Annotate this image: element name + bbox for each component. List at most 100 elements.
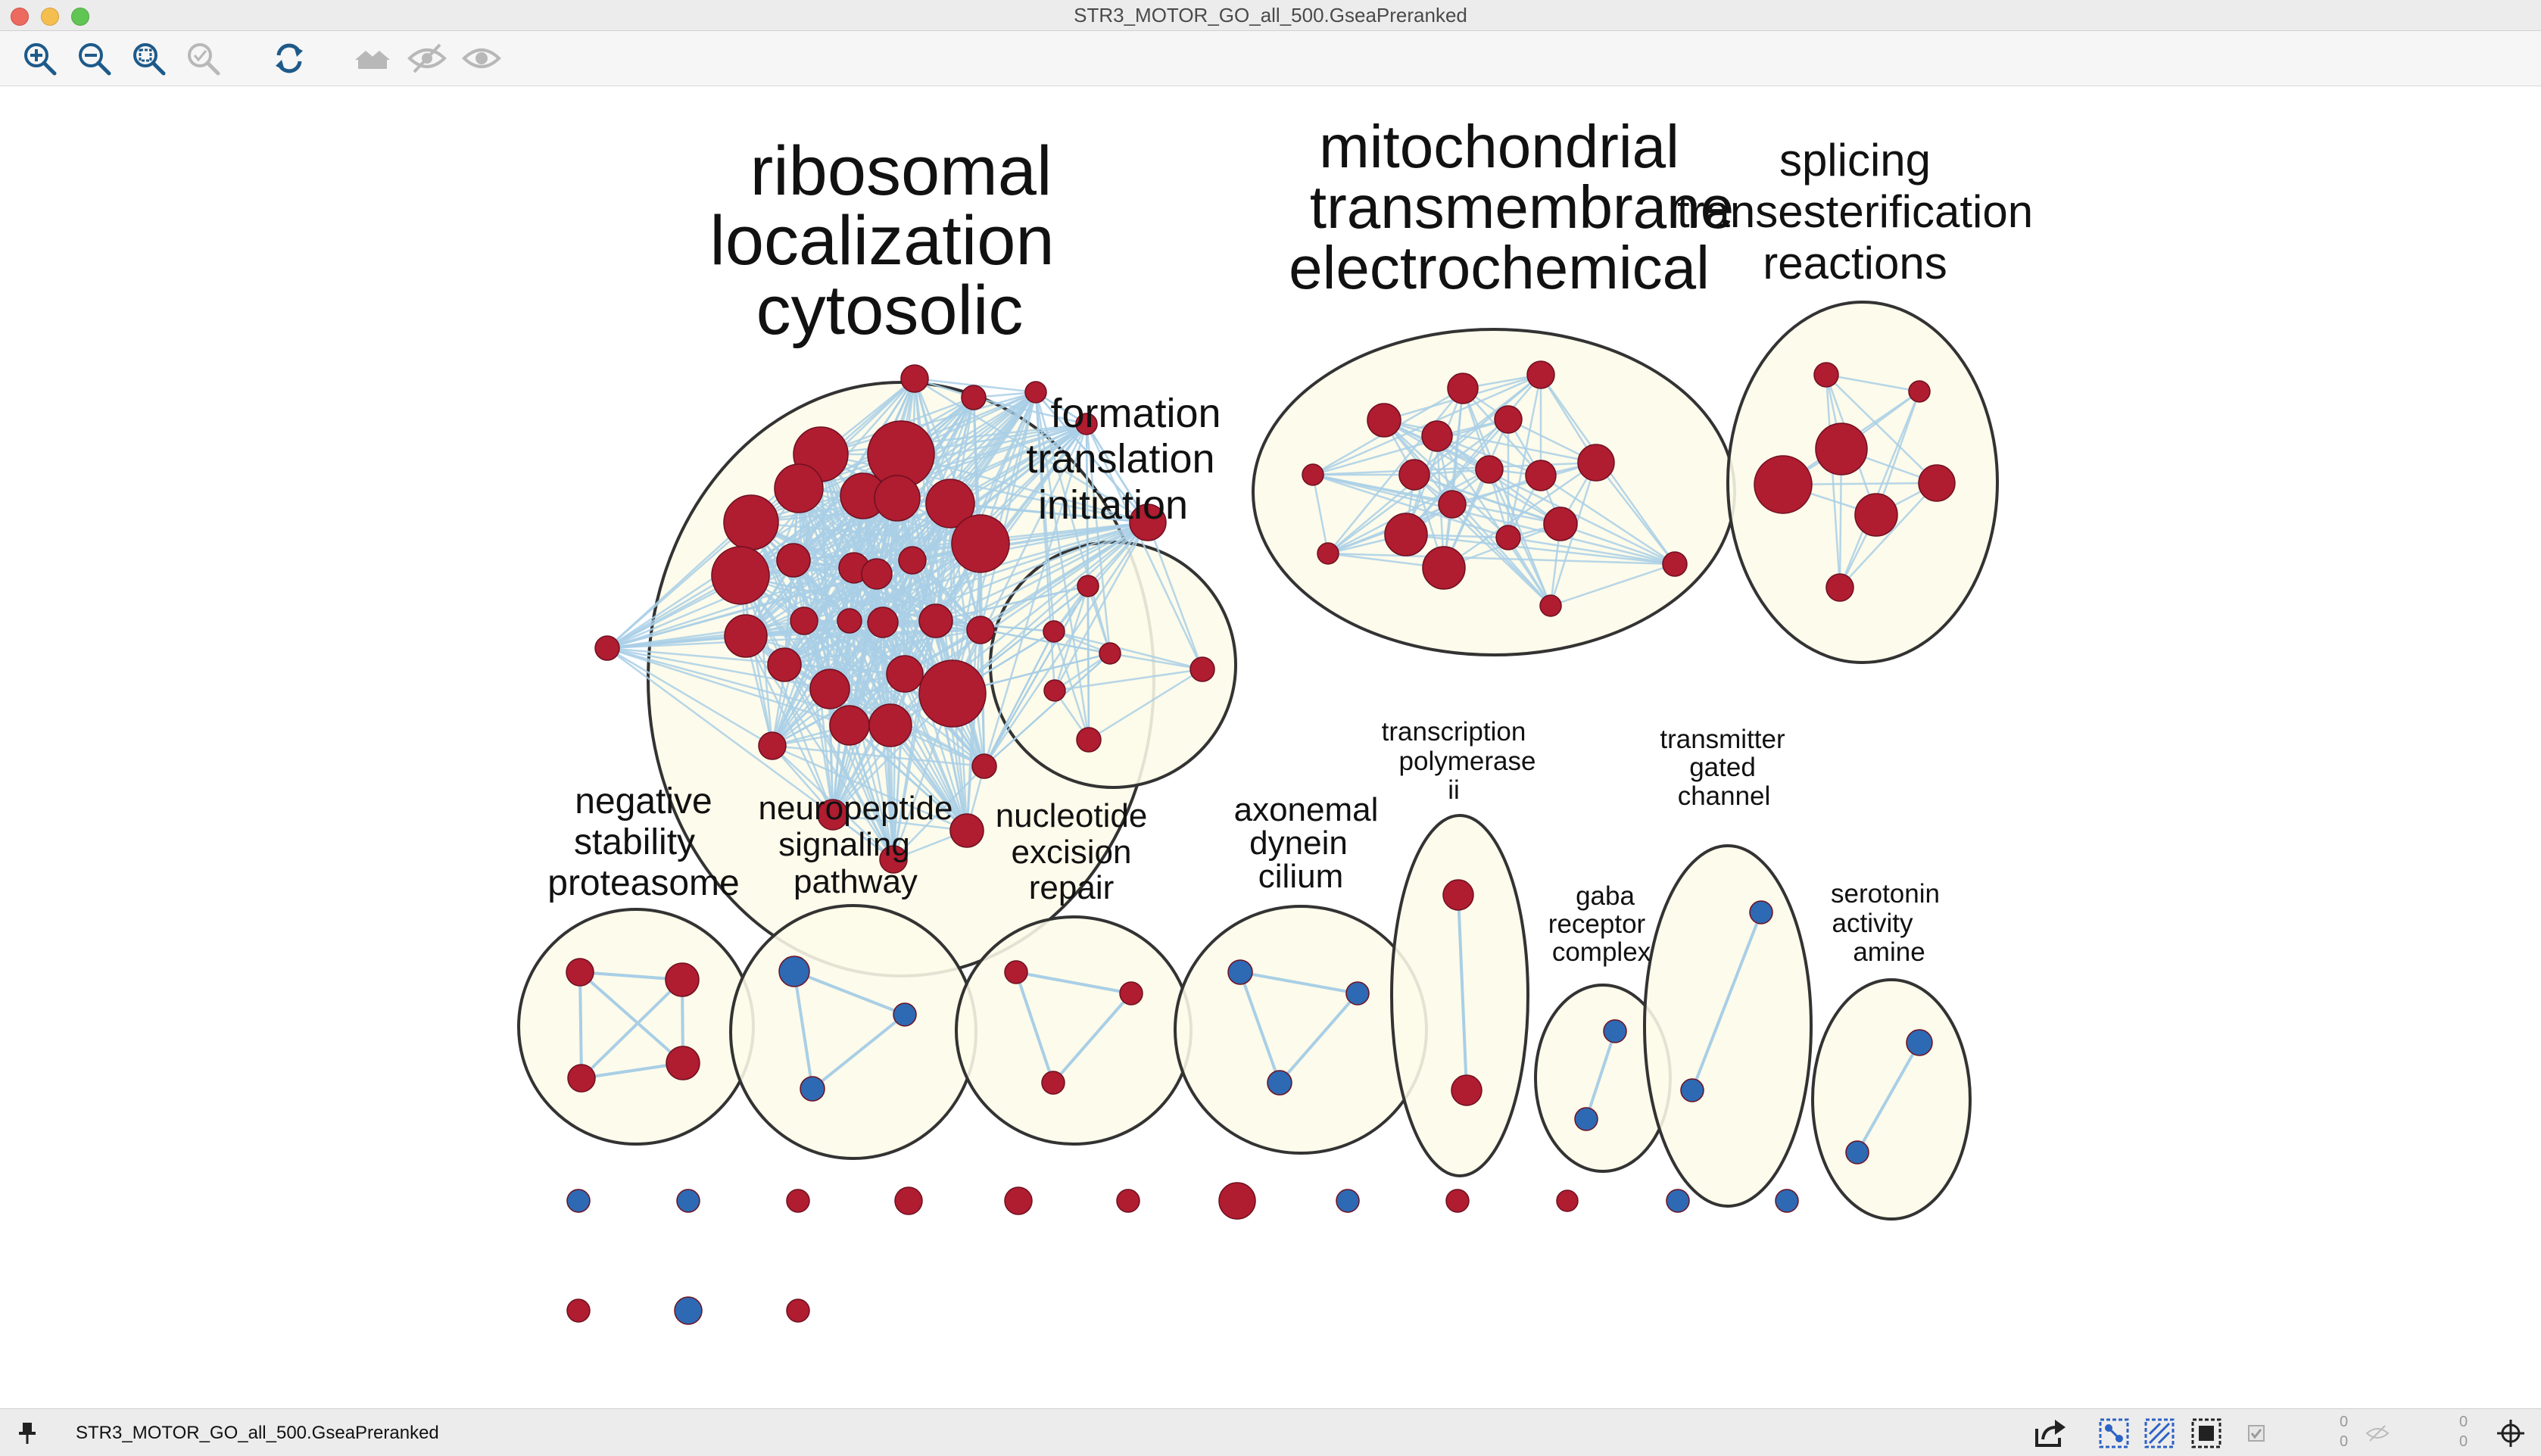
ribosomal-edge[interactable] <box>828 397 975 690</box>
cluster-edge[interactable] <box>811 1013 906 1090</box>
cross-edge[interactable] <box>935 585 1089 622</box>
ribosomal-edge[interactable] <box>606 647 894 861</box>
singleton-node[interactable] <box>894 1186 923 1215</box>
formation-edge[interactable] <box>1085 423 1111 654</box>
ribosomal-edge[interactable] <box>739 575 834 815</box>
ribosomal-edge[interactable] <box>792 560 968 831</box>
ribosomal-edge[interactable] <box>606 566 855 650</box>
mitochondrial-edge[interactable] <box>1312 473 1676 566</box>
gene-set-node[interactable] <box>774 463 824 513</box>
mitochondrial-edge[interactable] <box>1327 374 1542 554</box>
ribosomal-edge[interactable] <box>965 629 982 831</box>
gene-set-node[interactable] <box>1495 525 1521 550</box>
cluster-edge[interactable] <box>793 970 906 1016</box>
pin-button[interactable] <box>11 1417 44 1450</box>
gene-set-node[interactable] <box>724 614 768 658</box>
zoom-selected-button[interactable] <box>182 37 224 80</box>
gene-set-node[interactable] <box>1906 1029 1933 1056</box>
mitochondrial-edge[interactable] <box>1507 537 1552 606</box>
formation-edge[interactable] <box>1053 630 1203 671</box>
gene-set-node[interactable] <box>868 703 912 747</box>
gene-set-node[interactable] <box>1603 1019 1627 1043</box>
mitochondrial-edge[interactable] <box>1451 461 1597 506</box>
ribosomal-edge[interactable] <box>904 521 1149 675</box>
mitochondrial-edge[interactable] <box>1507 374 1542 538</box>
gene-set-node[interactable] <box>1680 1078 1704 1102</box>
mitochondrial-edge[interactable] <box>1451 504 1551 606</box>
gene-set-node[interactable] <box>1577 444 1615 482</box>
gene-set-node[interactable] <box>1076 727 1102 753</box>
singleton-node[interactable] <box>1116 1189 1140 1213</box>
gene-set-node[interactable] <box>829 705 870 746</box>
mitochondrial-edge[interactable] <box>1595 462 1676 565</box>
formation-edge[interactable] <box>1085 423 1204 670</box>
gene-set-node[interactable] <box>594 635 620 661</box>
gene-set-node[interactable] <box>1041 1071 1065 1095</box>
maximize-window-button[interactable] <box>71 8 89 26</box>
cluster-edge[interactable] <box>578 971 583 1079</box>
singleton-node[interactable] <box>1218 1182 1256 1220</box>
mitochondrial-edge[interactable] <box>1327 468 1490 555</box>
network-canvas[interactable]: ribosomal localization cytosolic mitocho… <box>0 86 2541 1408</box>
gene-set-node[interactable] <box>776 543 811 578</box>
select-annotations-button[interactable] <box>2190 1417 2223 1450</box>
ribosomal-edge[interactable] <box>973 396 1087 426</box>
gene-set-node[interactable] <box>1043 679 1066 702</box>
refresh-button[interactable] <box>268 37 310 80</box>
gene-set-node[interactable] <box>874 475 921 522</box>
singleton-node[interactable] <box>1556 1189 1579 1212</box>
gene-set-node[interactable] <box>1119 981 1143 1005</box>
mitochondrial-edge[interactable] <box>1436 435 1552 606</box>
gene-set-node[interactable] <box>1825 573 1854 602</box>
cluster-edge[interactable] <box>580 978 684 1080</box>
splicing-edge[interactable] <box>1825 373 1920 393</box>
selected-toggle[interactable] <box>2240 1417 2273 1450</box>
ribosomal-edge[interactable] <box>913 378 937 622</box>
cross-edge[interactable] <box>983 631 1055 767</box>
ribosomal-edge[interactable] <box>892 673 906 860</box>
cluster-edge[interactable] <box>1856 1042 1921 1153</box>
ribosomal-edge[interactable] <box>951 423 1088 694</box>
cluster-edge[interactable] <box>1015 971 1132 995</box>
mitochondrial-edge[interactable] <box>1383 419 1597 464</box>
formation-edge[interactable] <box>1146 522 1204 670</box>
gene-set-node[interactable] <box>1077 575 1099 597</box>
cluster-edge[interactable] <box>1691 912 1763 1091</box>
ribosomal-edge[interactable] <box>771 620 806 747</box>
gene-set-node[interactable] <box>1129 504 1167 541</box>
select-edges-button[interactable] <box>2143 1417 2176 1450</box>
node-layer[interactable] <box>566 360 1956 1325</box>
cluster-serotonin[interactable] <box>1811 978 1972 1221</box>
ribosomal-edge[interactable] <box>606 647 773 747</box>
gene-set-node[interactable] <box>723 494 779 550</box>
gene-set-node[interactable] <box>1813 362 1839 388</box>
gene-set-node[interactable] <box>1854 493 1898 537</box>
gene-set-node[interactable] <box>1475 455 1504 484</box>
ribosomal-edge[interactable] <box>772 744 985 768</box>
cluster-edge[interactable] <box>1015 971 1055 1083</box>
ribosomal-edge[interactable] <box>744 378 916 637</box>
gene-set-node[interactable] <box>1845 1140 1869 1164</box>
gene-set-node[interactable] <box>1918 464 1956 502</box>
gene-set-node[interactable] <box>711 546 770 605</box>
zoom-out-button[interactable] <box>73 37 115 80</box>
gene-set-node[interactable] <box>1749 900 1773 924</box>
gene-set-node[interactable] <box>1189 656 1215 682</box>
gene-set-node[interactable] <box>1451 1074 1483 1106</box>
gene-set-node[interactable] <box>1815 422 1868 475</box>
zoom-in-button[interactable] <box>18 37 61 80</box>
gene-set-node[interactable] <box>971 753 997 779</box>
gene-set-node[interactable] <box>800 1076 825 1102</box>
ribosomal-edge[interactable] <box>914 377 1149 524</box>
singleton-node[interactable] <box>786 1189 810 1213</box>
singleton-node[interactable] <box>1445 1189 1470 1213</box>
gene-set-node[interactable] <box>1398 459 1430 491</box>
cluster-edge[interactable] <box>793 971 814 1090</box>
cluster-nucleotide[interactable] <box>955 915 1193 1146</box>
navigate-button[interactable] <box>2494 1417 2527 1450</box>
gene-set-node[interactable] <box>1754 455 1813 514</box>
formation-edge[interactable] <box>1053 522 1149 691</box>
ribosomal-edge[interactable] <box>828 391 1037 690</box>
gene-set-node[interactable] <box>886 655 924 693</box>
formation-edge[interactable] <box>1035 391 1149 523</box>
